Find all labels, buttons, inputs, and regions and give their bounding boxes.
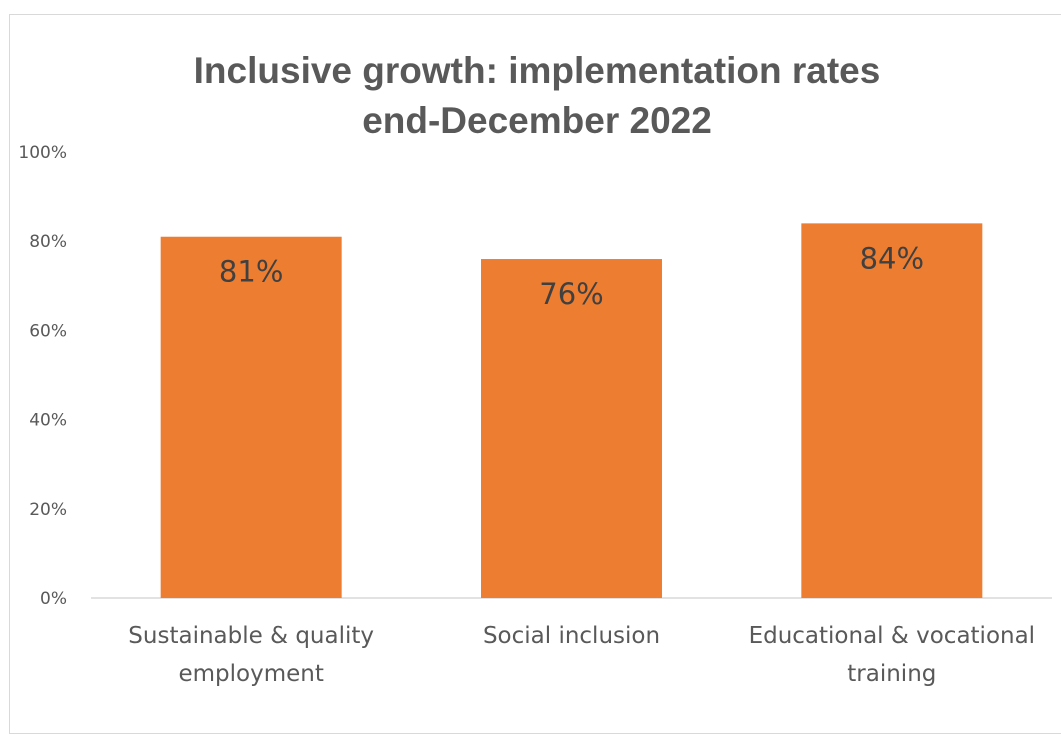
y-tick-label: 60% xyxy=(29,321,67,341)
bar xyxy=(481,259,662,598)
data-label: 84% xyxy=(860,241,924,275)
y-tick-label: 100% xyxy=(18,143,67,163)
bar-series xyxy=(160,223,983,599)
bar xyxy=(801,223,983,599)
y-tick-label: 20% xyxy=(29,500,67,520)
y-tick-label: 0% xyxy=(40,589,67,609)
x-tick-label: Social inclusion xyxy=(483,623,660,649)
data-label: 76% xyxy=(539,277,603,311)
x-tick-label: employment xyxy=(178,661,323,687)
chart-title: Inclusive growth: implementation rates e… xyxy=(194,50,881,141)
x-axis: Sustainable & quality employment Social in… xyxy=(128,623,1035,687)
chart-title-line-2: end-December 2022 xyxy=(362,100,712,141)
y-tick-label: 80% xyxy=(29,232,67,252)
bar xyxy=(160,236,342,599)
x-tick-label: Educational & vocational xyxy=(749,623,1036,649)
x-tick-label: Sustainable & quality xyxy=(128,623,374,649)
x-tick-label: training xyxy=(847,661,936,687)
y-tick-label: 40% xyxy=(29,411,67,431)
data-label: 81% xyxy=(219,255,283,289)
data-labels: 81% 76% 84% xyxy=(219,241,924,311)
chart-title-line-1: Inclusive growth: implementation rates xyxy=(194,50,881,91)
y-axis: 0% 20% 40% 60% 80% 100% xyxy=(18,143,67,609)
